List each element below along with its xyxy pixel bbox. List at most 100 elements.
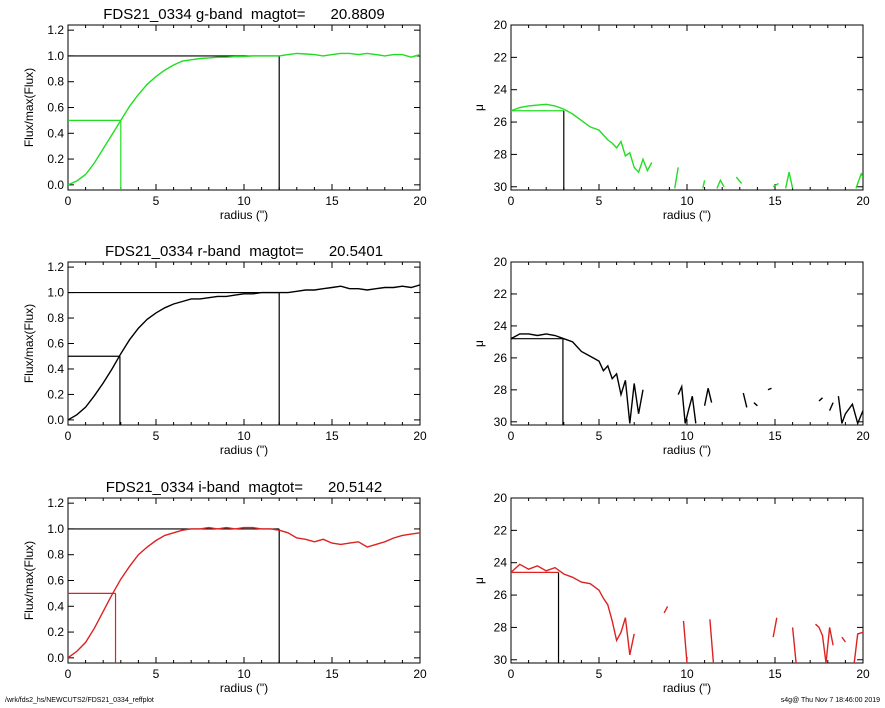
surface-brightness-segment — [837, 396, 863, 425]
surface-brightness-segment — [818, 397, 823, 402]
x-tick-label: 20 — [856, 429, 870, 443]
surface-brightness-segment — [682, 620, 688, 663]
x-tick-label: 10 — [680, 194, 694, 208]
x-tick-label: 15 — [325, 667, 339, 681]
x-axis-label: radius (") — [663, 681, 711, 695]
x-axis-label: radius (") — [663, 443, 711, 457]
surface-brightness-segment — [742, 392, 748, 408]
x-axis-label: radius (") — [220, 681, 268, 695]
x-tick-label: 5 — [153, 194, 160, 208]
x-tick-label: 0 — [508, 667, 515, 681]
y-tick-label: 0.4 — [47, 599, 64, 613]
y-tick-label: 0.8 — [47, 75, 64, 89]
y-tick-label: 22 — [494, 50, 508, 64]
surface-brightness-segment — [677, 383, 697, 424]
x-tick-label: 15 — [768, 429, 782, 443]
surface-brightness-segment — [511, 333, 644, 424]
y-tick-label: 0.2 — [47, 152, 64, 166]
x-tick-label: 20 — [856, 194, 870, 208]
surface-brightness-segment — [855, 172, 863, 189]
y-tick-label: 0.2 — [47, 387, 64, 401]
chart-title: FDS21_0334 r-band magtot= 20.5401 — [105, 243, 383, 260]
y-tick-label: 20 — [494, 255, 508, 269]
x-tick-label: 0 — [508, 429, 515, 443]
chart-title: FDS21_0334 i-band magtot= 20.5142 — [106, 479, 382, 496]
surface-brightness-segment — [767, 387, 772, 391]
surface-brightness-segment — [703, 388, 713, 406]
x-tick-label: 0 — [65, 194, 72, 208]
panel-r-surface-brightness: 0 5 10 15 20 20 22 24 26 28 30 radius (") μ — [472, 255, 870, 457]
x-tick-label: 0 — [65, 429, 72, 443]
y-tick-label: 0.4 — [47, 126, 64, 140]
y-tick-label: 0.6 — [47, 337, 64, 351]
surface-brightness-segment — [753, 402, 758, 407]
y-tick-label: 1.2 — [47, 23, 64, 37]
data-layer — [511, 333, 863, 425]
x-tick-label: 0 — [508, 194, 515, 208]
panel-i-surface-brightness: 0 5 10 15 20 20 22 24 26 28 30 radius (") μ — [472, 491, 870, 695]
surface-brightness-segment — [663, 606, 669, 614]
x-tick-label: 20 — [856, 667, 870, 681]
surface-brightness-segment — [853, 631, 863, 663]
x-tick-label: 15 — [325, 194, 339, 208]
data-layer — [511, 103, 863, 190]
surface-brightness-segment — [511, 103, 653, 174]
y-tick-label: 0.0 — [47, 413, 64, 427]
data-layer — [68, 52, 420, 190]
y-tick-label: 20 — [494, 18, 508, 32]
surface-brightness-segment — [735, 176, 743, 184]
y-tick-label: 1.0 — [47, 522, 64, 536]
y-tick-label: 0.2 — [47, 625, 64, 639]
surface-brightness-segment — [709, 619, 715, 663]
y-tick-label: 0.6 — [47, 101, 64, 115]
panel-g-surface-brightness: 0 5 10 15 20 20 22 24 26 28 30 radius (") μ — [472, 18, 870, 222]
y-tick-label: 24 — [494, 319, 508, 333]
x-tick-label: 5 — [153, 429, 160, 443]
x-tick-label: 15 — [768, 194, 782, 208]
data-layer — [68, 284, 420, 425]
x-tick-label: 5 — [153, 667, 160, 681]
growth-curve-line — [68, 526, 420, 659]
x-tick-label: 15 — [768, 667, 782, 681]
surface-brightness-segment — [702, 180, 706, 189]
surface-brightness-segment — [772, 617, 778, 638]
surface-brightness-segment — [674, 167, 679, 189]
surface-brightness-segment — [511, 563, 635, 656]
surface-brightness-segment — [815, 623, 834, 663]
x-axis-label: radius (") — [220, 208, 268, 222]
y-tick-label: 0.0 — [47, 178, 64, 192]
x-tick-label: 20 — [413, 429, 427, 443]
y-tick-label: 1.0 — [47, 286, 64, 300]
data-layer — [511, 563, 863, 663]
surface-brightness-segment — [828, 402, 834, 411]
y-tick-label: 30 — [494, 653, 508, 667]
y-tick-label: 24 — [494, 556, 508, 570]
x-tick-label: 20 — [413, 667, 427, 681]
x-tick-label: 15 — [325, 429, 339, 443]
y-tick-label: 0.0 — [47, 651, 64, 665]
y-tick-label: 0.8 — [47, 311, 64, 325]
y-tick-label: 1.2 — [47, 260, 64, 274]
panel-g-growth-curve: 0 5 10 15 20 0.0 0.2 0.4 0.6 0.8 1.0 1.2 radius (") F… — [22, 6, 427, 222]
footer-file-path: /wrk/fds2_hs/NEWCUTS2/FDS21_0334_reffplo… — [5, 697, 154, 704]
x-tick-label: 0 — [65, 667, 72, 681]
y-tick-label: 28 — [494, 620, 508, 634]
x-tick-label: 20 — [413, 194, 427, 208]
plot-frame — [67, 261, 421, 426]
y-tick-label: 28 — [494, 383, 508, 397]
surface-brightness-segment — [716, 178, 725, 189]
y-axis-label: Flux/max(Flux) — [22, 304, 36, 383]
y-tick-label: 24 — [494, 83, 508, 97]
y-tick-label: 1.0 — [47, 49, 64, 63]
growth-curve-line — [68, 284, 420, 421]
x-axis-label: radius (") — [220, 443, 268, 457]
y-tick-label: 1.2 — [47, 496, 64, 510]
panel-r-growth-curve: 0 5 10 15 20 0.0 0.2 0.4 0.6 0.8 1.0 1.2 radius (") F… — [22, 243, 427, 457]
x-tick-label: 10 — [237, 194, 251, 208]
y-tick-label: 30 — [494, 415, 508, 429]
y-tick-label: 0.6 — [47, 574, 64, 588]
surface-brightness-segment — [772, 182, 779, 188]
panel-i-growth-curve: 0 5 10 15 20 0.0 0.2 0.4 0.6 0.8 1.0 1.2 radius (") F… — [22, 479, 427, 695]
surface-brightness-segment — [841, 636, 846, 643]
